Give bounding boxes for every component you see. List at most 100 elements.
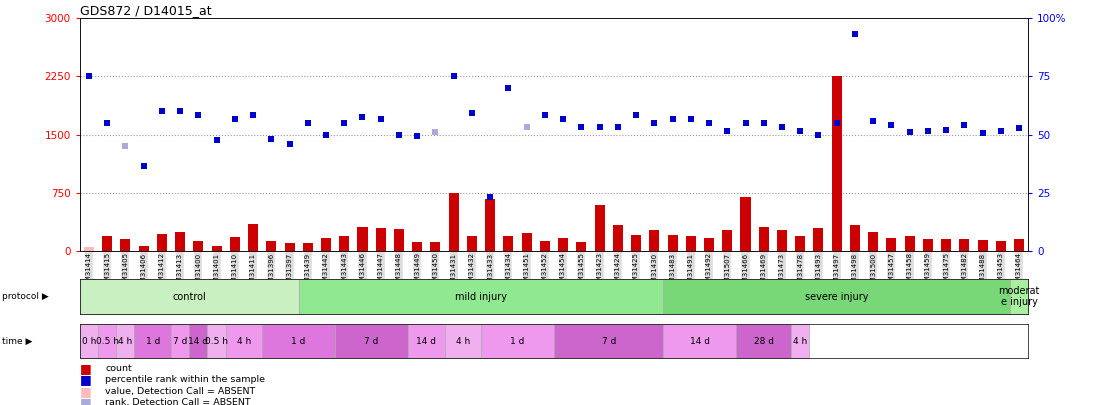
Text: 14 d: 14 d (188, 337, 208, 346)
Bar (226, 324, 263, 358)
Bar (84, 247, 94, 251)
Bar (722, 230, 732, 251)
Bar (613, 225, 623, 251)
Text: ■: ■ (80, 362, 92, 375)
Bar (449, 193, 459, 251)
Text: protocol ▶: protocol ▶ (2, 292, 49, 301)
Bar (649, 230, 659, 251)
Bar (207, 324, 226, 358)
Text: time ▶: time ▶ (2, 337, 32, 346)
Bar (302, 243, 312, 251)
Bar (212, 246, 222, 251)
Bar (632, 235, 642, 251)
Bar (737, 324, 791, 358)
Bar (923, 239, 933, 251)
Bar (263, 324, 335, 358)
Bar (558, 238, 568, 251)
Bar (358, 227, 368, 251)
Bar (813, 228, 823, 251)
Bar (285, 243, 295, 251)
Text: 0.5 h: 0.5 h (205, 337, 228, 346)
Text: 4 h: 4 h (119, 337, 133, 346)
Text: 7 d: 7 d (173, 337, 187, 346)
Bar (503, 236, 513, 251)
Text: 7 d: 7 d (602, 337, 616, 346)
Bar (485, 199, 495, 251)
Bar (134, 324, 171, 358)
Bar (299, 279, 664, 314)
Bar (481, 324, 554, 358)
Bar (80, 324, 98, 358)
Bar (121, 239, 131, 251)
Text: count: count (105, 364, 132, 373)
Text: 14 d: 14 d (690, 337, 710, 346)
Bar (80, 279, 299, 314)
Bar (540, 241, 550, 251)
Bar (595, 205, 605, 251)
Text: 4 h: 4 h (793, 337, 808, 346)
Bar (522, 233, 532, 251)
Bar (321, 238, 331, 251)
Bar (960, 239, 970, 251)
Bar (335, 324, 408, 358)
Bar (102, 236, 112, 251)
Bar (171, 324, 189, 358)
Bar (116, 324, 134, 358)
Bar (576, 242, 586, 251)
Text: 1 d: 1 d (145, 337, 160, 346)
Bar (554, 324, 664, 358)
Bar (977, 240, 987, 251)
Bar (791, 324, 809, 358)
Bar (886, 238, 896, 251)
Text: 28 d: 28 d (753, 337, 773, 346)
Bar (832, 77, 842, 251)
Text: ■: ■ (80, 385, 92, 398)
Text: moderat
e injury: moderat e injury (998, 286, 1039, 307)
Bar (444, 324, 481, 358)
Text: 1 d: 1 d (291, 337, 306, 346)
Bar (759, 227, 769, 251)
Bar (248, 224, 258, 251)
Bar (175, 232, 185, 251)
Bar (869, 232, 879, 251)
Bar (193, 241, 204, 251)
Bar (430, 242, 441, 251)
Bar (996, 241, 1006, 251)
Bar (1010, 279, 1028, 314)
Text: 14 d: 14 d (417, 337, 437, 346)
Bar (904, 237, 915, 251)
Text: 4 h: 4 h (455, 337, 470, 346)
Text: ■: ■ (80, 396, 92, 405)
Bar (229, 237, 239, 251)
Text: 0 h: 0 h (82, 337, 96, 346)
Bar (266, 241, 276, 251)
Bar (850, 226, 860, 251)
Text: percentile rank within the sample: percentile rank within the sample (105, 375, 265, 384)
Bar (704, 238, 714, 251)
Bar (664, 279, 1010, 314)
Bar (740, 197, 750, 251)
Text: ■: ■ (80, 373, 92, 386)
Text: rank, Detection Call = ABSENT: rank, Detection Call = ABSENT (105, 398, 250, 405)
Text: 0.5 h: 0.5 h (95, 337, 119, 346)
Text: severe injury: severe injury (804, 292, 869, 302)
Bar (189, 324, 207, 358)
Bar (157, 234, 167, 251)
Bar (686, 236, 696, 251)
Bar (408, 324, 444, 358)
Bar (339, 236, 349, 251)
Bar (664, 324, 737, 358)
Bar (941, 239, 951, 251)
Text: GDS872 / D14015_at: GDS872 / D14015_at (80, 4, 212, 17)
Text: 1 d: 1 d (511, 337, 525, 346)
Bar (376, 228, 386, 251)
Bar (466, 236, 476, 251)
Bar (412, 242, 422, 251)
Text: 4 h: 4 h (237, 337, 252, 346)
Text: 7 d: 7 d (365, 337, 379, 346)
Bar (138, 246, 148, 251)
Bar (777, 230, 787, 251)
Bar (98, 324, 116, 358)
Text: control: control (173, 292, 206, 302)
Bar (796, 236, 806, 251)
